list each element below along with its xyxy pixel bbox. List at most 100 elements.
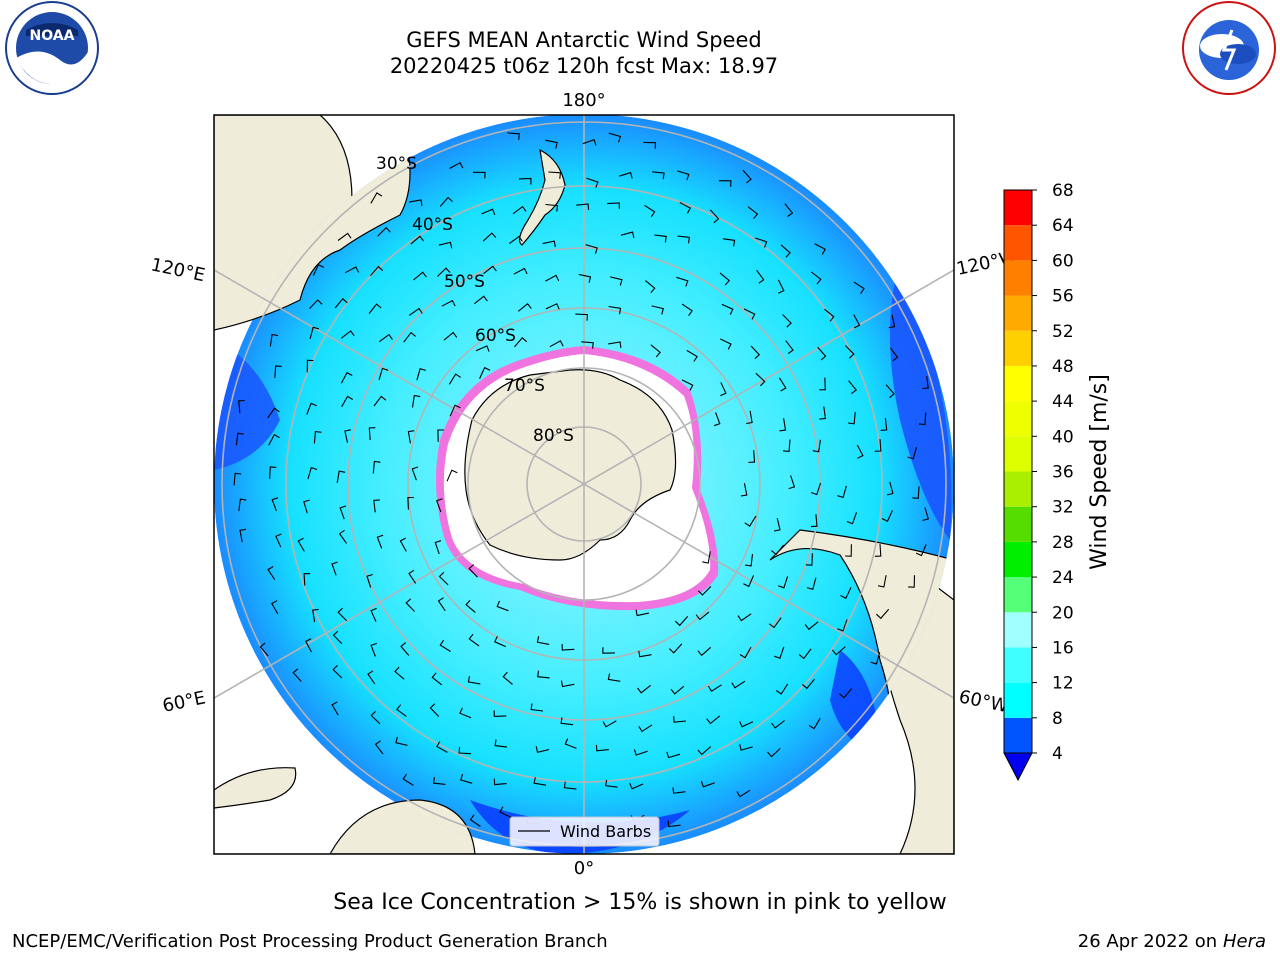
wind-barb — [373, 499, 380, 513]
wind-barb — [888, 314, 896, 329]
wind-barb — [785, 340, 794, 355]
wind-barb — [812, 439, 821, 453]
colorbar-tick-label: 16 — [1052, 638, 1074, 658]
wind-barb — [303, 573, 311, 586]
wind-barb — [400, 642, 410, 656]
graticule — [214, 115, 954, 854]
wind-barb — [608, 132, 622, 143]
wind-barb — [438, 571, 449, 586]
wind-barb — [619, 171, 633, 179]
wind-barb — [479, 366, 491, 379]
wind-barb — [402, 773, 414, 786]
wind-barb — [697, 746, 712, 756]
wind-barb — [643, 141, 657, 149]
wind-barb — [545, 139, 558, 149]
wind-barb — [874, 544, 882, 557]
wind-barb — [607, 202, 620, 209]
wind-barb — [494, 636, 507, 648]
wind-barb — [856, 444, 864, 459]
wind-barb — [837, 619, 848, 632]
wind-barb — [638, 724, 653, 733]
colorbar-segment — [1004, 190, 1032, 226]
wind-barb — [545, 274, 560, 282]
wind-barb — [334, 298, 348, 309]
wind-barb — [408, 569, 417, 584]
wind-barb — [331, 561, 338, 576]
map-content — [214, 115, 954, 854]
wind-barb — [267, 566, 276, 580]
wind-barb — [563, 781, 577, 790]
wind-barb — [804, 621, 819, 631]
wind-barb — [416, 368, 426, 381]
wind-barb — [313, 430, 322, 444]
wind-barb — [768, 617, 782, 629]
wind-barb — [676, 276, 689, 287]
wind-barb — [771, 720, 785, 729]
colorbar-segment — [1004, 260, 1032, 296]
wind-barb — [437, 267, 451, 277]
legend: Wind Barbs — [509, 816, 660, 847]
wind-barb — [737, 613, 752, 622]
noaa-logo-text: NOAA — [30, 28, 75, 44]
wind-barb — [602, 647, 615, 654]
wind-barb — [840, 587, 852, 599]
wind-barb — [650, 344, 661, 358]
wind-barb — [269, 333, 279, 347]
wind-barb — [635, 609, 650, 617]
colorbar-segment — [1004, 401, 1032, 437]
wind-barb — [706, 715, 721, 725]
wind-barb — [908, 575, 916, 588]
wind-barb — [845, 345, 855, 359]
lat-label-60s: 60°S — [475, 326, 516, 346]
wind-barb — [700, 780, 715, 788]
sea-ice-note: Sea Ice Concentration > 15% is shown in … — [333, 890, 947, 915]
wind-barb — [848, 411, 856, 425]
wind-barb — [918, 412, 927, 426]
wind-barb — [472, 171, 486, 179]
wind-barb — [819, 406, 827, 420]
wind-barb — [739, 721, 754, 728]
land-top-right — [830, 115, 954, 200]
wind-barb — [499, 806, 512, 818]
wind-barb — [608, 305, 622, 315]
colorbar-segment — [1004, 330, 1032, 366]
wind-barb — [578, 273, 592, 283]
wind-barb — [448, 373, 462, 385]
wind-barb — [399, 537, 407, 552]
wind-barb — [595, 744, 609, 752]
wind-barb — [332, 630, 343, 645]
wind-barb — [238, 399, 245, 413]
wind-barb — [811, 271, 822, 285]
wind-barb — [312, 608, 319, 623]
wind-barb — [449, 161, 464, 169]
wind-barb — [824, 308, 835, 322]
wind-barb — [667, 820, 681, 828]
wind-barb — [720, 382, 727, 397]
wind-barb — [731, 680, 746, 689]
wind-barb — [512, 205, 527, 215]
wind-barb — [870, 652, 881, 665]
wind-barb — [443, 331, 458, 341]
wind-barb — [338, 529, 348, 544]
colorbar-extend-arrow — [1003, 752, 1033, 782]
wind-barb — [777, 279, 785, 294]
wind-barb — [719, 338, 732, 350]
colorbar-tick-label: 12 — [1052, 674, 1074, 694]
wind-barb — [718, 180, 732, 187]
wind-barb — [468, 633, 480, 647]
wind-barb — [331, 701, 339, 716]
wind-barb — [848, 380, 857, 395]
colorbar-tick-label: 44 — [1052, 392, 1074, 412]
wind-barb — [238, 498, 247, 512]
wind-barb — [877, 575, 887, 588]
wind-barb — [740, 483, 748, 497]
wind-barb — [779, 418, 787, 432]
wind-barb — [514, 337, 528, 348]
lat-label-40s: 40°S — [412, 215, 453, 235]
wind-barb — [886, 481, 894, 496]
wind-barb — [307, 466, 318, 480]
wind-barb — [340, 330, 355, 339]
wind-barb — [907, 447, 918, 460]
wind-barb — [434, 540, 442, 555]
